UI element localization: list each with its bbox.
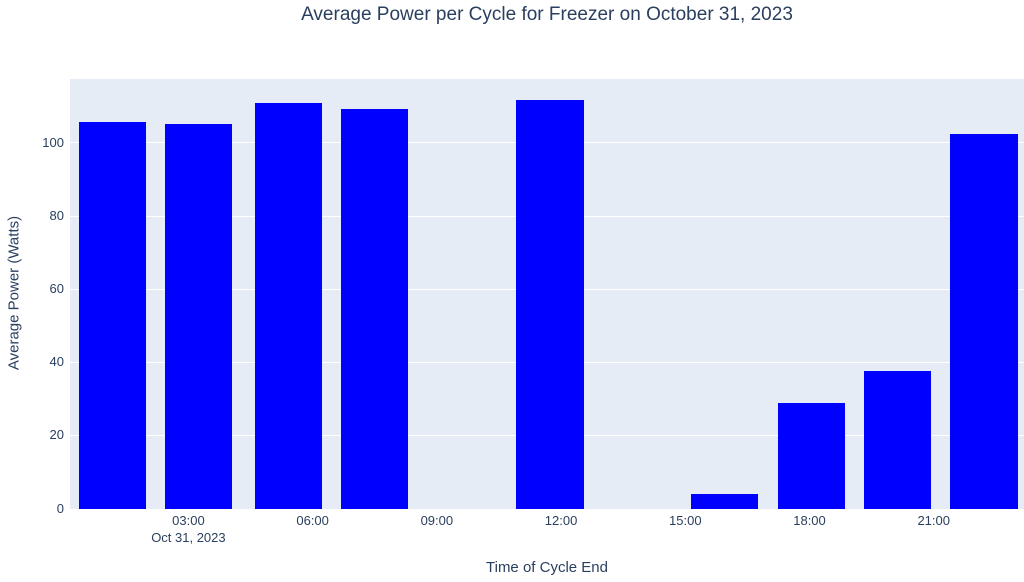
x-tick-label: 15:00 — [640, 513, 730, 528]
bar[interactable] — [340, 109, 409, 509]
plot-area — [70, 79, 1024, 509]
bar[interactable] — [78, 121, 147, 509]
bar[interactable] — [164, 123, 233, 509]
x-tick-label: 06:00 — [268, 513, 358, 528]
x-tick-date-label: Oct 31, 2023 — [151, 530, 226, 545]
y-tick-label: 20 — [49, 427, 64, 443]
x-tick-time: 12:00 — [544, 513, 578, 528]
chart-title: Average Power per Cycle for Freezer on O… — [301, 4, 793, 25]
y-axis-title: Average Power (Watts) — [5, 215, 23, 371]
bar[interactable] — [863, 371, 932, 509]
x-tick-time: 15:00 — [669, 513, 702, 528]
bar[interactable] — [254, 103, 323, 509]
x-tick-label: 09:00 — [392, 513, 482, 528]
y-tick-label: 60 — [49, 281, 64, 297]
y-tick-label: 40 — [49, 354, 64, 370]
x-tick-label: 03:00 Oct 31, 2023 — [143, 513, 233, 545]
x-tick-time: 18:00 — [793, 513, 826, 528]
bar[interactable] — [777, 403, 846, 509]
bar[interactable] — [950, 133, 1018, 509]
bar[interactable] — [516, 99, 584, 509]
x-axis-title: Time of Cycle End — [486, 559, 608, 576]
x-tick-time: 21:00 — [917, 513, 950, 528]
y-tick-label: 80 — [49, 208, 64, 224]
x-tick-time: 03:00 — [172, 513, 205, 528]
y-tick-label: 0 — [56, 500, 64, 516]
x-tick-label: 12:00 — [516, 513, 606, 528]
x-tick-label: 21:00 — [889, 513, 979, 528]
bar[interactable] — [690, 494, 759, 509]
x-tick-label: 18:00 — [765, 513, 855, 528]
y-tick-label: 100 — [42, 134, 64, 150]
x-tick-time: 09:00 — [420, 513, 454, 528]
x-tick-time: 06:00 — [296, 513, 329, 528]
